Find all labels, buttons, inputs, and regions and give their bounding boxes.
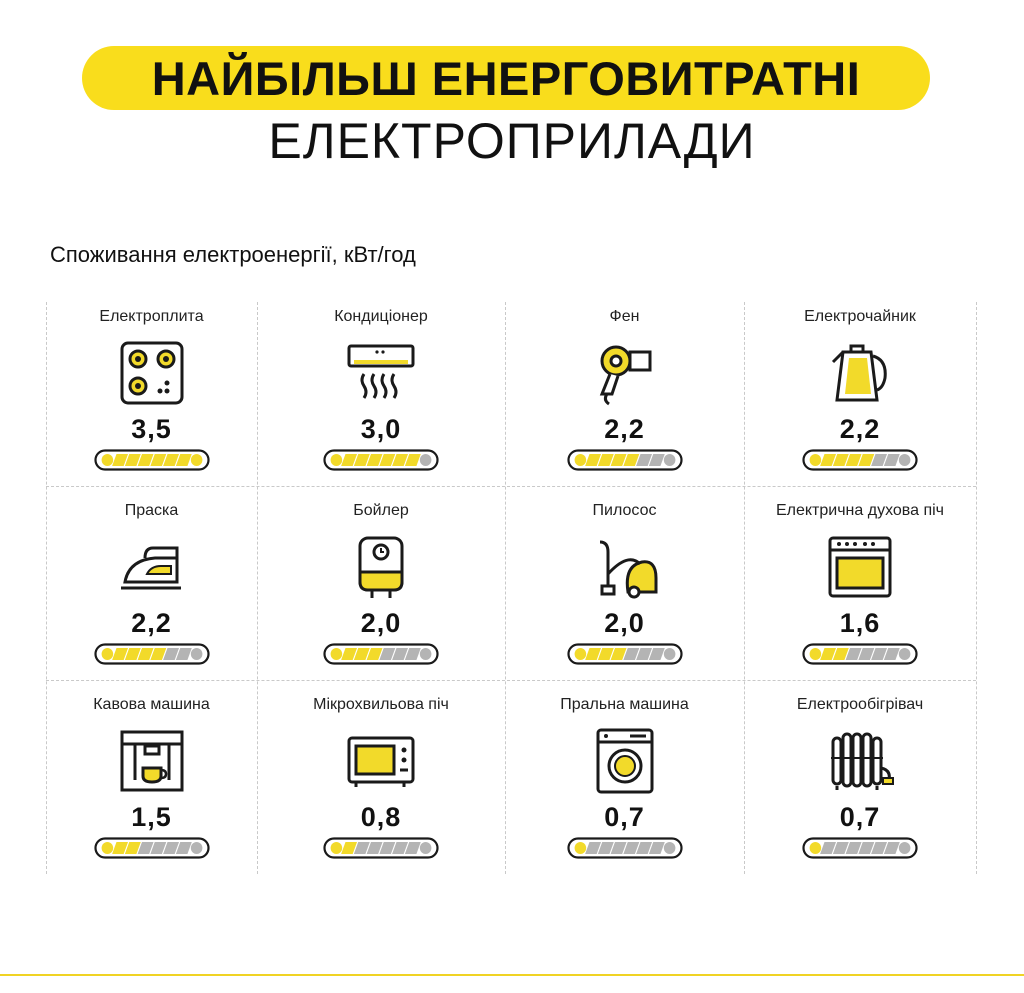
consumption-bar [802,837,918,859]
appliance-card: Бойлер 2,0 [267,496,495,686]
appliance-card: Праска 2,2 [38,496,266,686]
page-subtitle: ЕЛЕКТРОПРИЛАДИ [268,113,756,169]
appliance-label: Бойлер [353,502,409,519]
appliance-label: Фен [609,308,640,325]
appliance-label: Праска [124,502,179,519]
consumption-value: 2,2 [131,608,172,638]
consumption-value: 1,6 [839,608,881,638]
appliance-card: Електрообігрівач 0,7 [746,690,974,880]
consumption-bar [802,449,918,471]
hair-dryer-icon [590,340,660,406]
grid-divider [976,302,977,874]
consumption-bar [566,449,683,471]
appliance-label: Пральна машина [560,696,689,713]
iron-icon [117,534,187,600]
page-title: НАЙБІЛЬШ ЕНЕРГОВИТРАТНІ [151,51,861,105]
grid-divider [744,302,745,874]
appliance-card: Пральна машина 0,7 [511,690,739,880]
grid-divider [46,680,976,681]
appliance-label: Електроплита [99,308,204,325]
consumption-bar [566,643,683,665]
electric-heater-icon [825,728,895,794]
consumption-value: 2,2 [839,414,881,444]
grid-divider [505,302,506,874]
appliance-label: Електрообігрівач [796,696,924,713]
grid-divider [46,302,47,874]
consumption-bar [93,449,210,471]
appliance-card: Електрочайник 2,2 [746,302,974,492]
consumption-bar [323,449,439,471]
consumption-value: 1,5 [131,802,172,832]
consumption-value: 0,7 [839,802,881,832]
consumption-value: 2,0 [360,608,402,638]
consumption-value: 2,0 [604,608,645,638]
appliance-card: Електроплита 3,5 [38,302,266,492]
appliance-label: Кондиціонер [334,308,428,325]
appliance-card: Кондиціонер 3,0 [267,302,495,492]
grid-divider [46,486,976,487]
electric-oven-icon [825,534,895,600]
appliance-label: Мікрохвильова піч [313,696,449,713]
appliance-label: Електрична духова піч [775,502,945,519]
appliance-label: Кавова машина [93,696,210,713]
consumption-bar [93,837,210,859]
appliance-label: Електрочайник [804,308,916,325]
title-banner: НАЙБІЛЬШ ЕНЕРГОВИТРАТНІ [82,46,930,110]
consumption-value: 3,5 [131,414,172,444]
bottom-rule [0,974,1024,976]
appliance-card: Електрична духова піч 1,6 [746,496,974,686]
consumption-bar [93,643,210,665]
boiler-icon [346,534,416,600]
appliance-card: Пилосос 2,0 [511,496,739,686]
air-conditioner-icon [346,340,416,406]
coffee-machine-icon [117,728,187,794]
electric-kettle-icon [825,340,895,406]
consumption-bar [323,643,439,665]
appliance-card: Мікрохвильова піч 0,8 [267,690,495,880]
consumption-bar [566,837,683,859]
consumption-bar [802,643,918,665]
vacuum-cleaner-icon [590,534,660,600]
grid-divider [257,302,258,874]
electric-stove-icon [117,340,187,406]
consumption-value: 3,0 [360,414,402,444]
chart-caption: Споживання електроенергії, кВт/год [50,242,416,267]
consumption-value: 0,7 [604,802,645,832]
consumption-value: 2,2 [604,414,645,444]
microwave-icon [346,728,416,794]
appliance-card: Кавова машина 1,5 [38,690,266,880]
appliance-label: Пилосос [592,502,657,519]
consumption-value: 0,8 [360,802,402,832]
consumption-bar [323,837,439,859]
appliance-card: Фен 2,2 [511,302,739,492]
washing-machine-icon [590,728,660,794]
